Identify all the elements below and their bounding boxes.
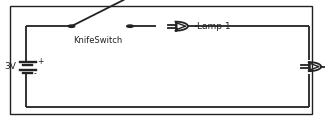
Text: KnifeSwitch: KnifeSwitch [73,36,122,45]
Circle shape [68,25,75,27]
Text: +: + [37,57,44,66]
Text: Lamp 1: Lamp 1 [197,22,231,31]
Circle shape [127,25,133,27]
Text: -: - [33,69,36,78]
Text: 3V: 3V [4,62,16,71]
